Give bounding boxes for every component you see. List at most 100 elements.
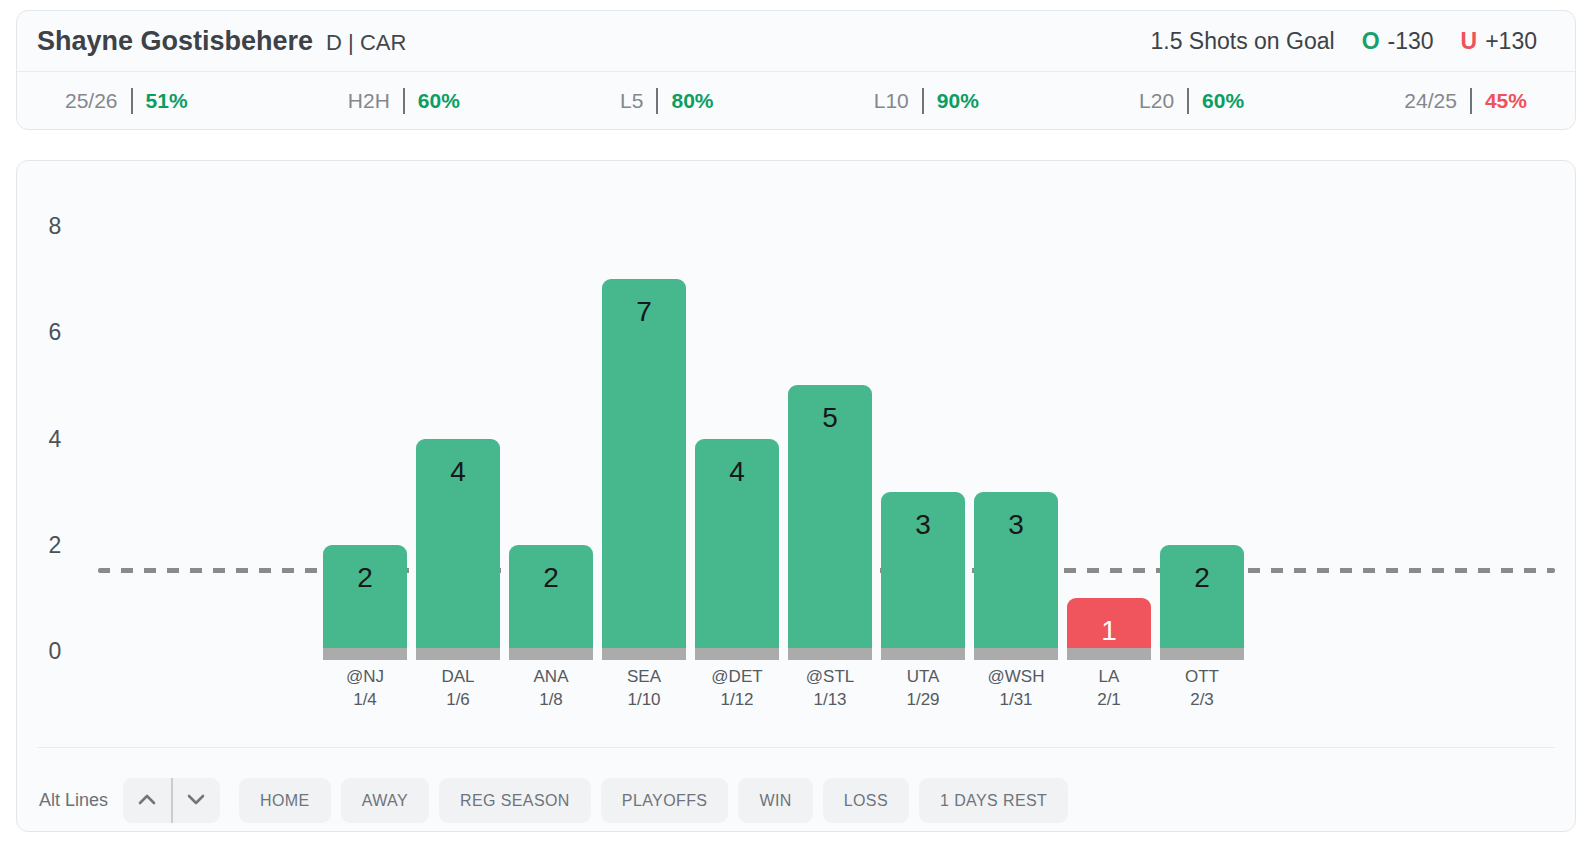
alt-lines-stepper bbox=[123, 778, 220, 823]
stat-divider bbox=[131, 88, 133, 114]
chart-bar-UTA[interactable]: 3 bbox=[881, 492, 965, 660]
stat-divider bbox=[403, 88, 405, 114]
chevron-down-icon bbox=[187, 793, 205, 808]
bar-base-strip bbox=[602, 648, 686, 660]
chart-bar-@DET[interactable]: 4 bbox=[695, 439, 779, 661]
player-name: Shayne Gostisbehere bbox=[37, 26, 313, 57]
stat-L10: L10 90% bbox=[874, 88, 979, 114]
chart-bar-OTT[interactable]: 2 bbox=[1160, 545, 1244, 660]
player-header-card: Shayne Gostisbehere D | CAR 1.5 Shots on… bbox=[16, 10, 1576, 130]
chart-bar-ANA[interactable]: 2 bbox=[509, 545, 593, 660]
player-identity: Shayne Gostisbehere D | CAR bbox=[37, 26, 406, 57]
filter-buttons: HOMEAWAYREG SEASONPLAYOFFSWINLOSS1 DAYS … bbox=[239, 778, 1078, 823]
page: Shayne Gostisbehere D | CAR 1.5 Shots on… bbox=[0, 0, 1592, 842]
bar-base-strip bbox=[509, 648, 593, 660]
stat-divider bbox=[922, 88, 924, 114]
y-axis-tick: 6 bbox=[38, 319, 72, 346]
bar-base-strip bbox=[1067, 648, 1151, 660]
bar-value-label: 5 bbox=[788, 385, 872, 434]
chart-plot-area: 024682@NJ1/44DAL1/62ANA1/87SEA1/104@DET1… bbox=[96, 226, 1539, 651]
stat-value: 60% bbox=[418, 89, 460, 113]
stat-value: 51% bbox=[146, 89, 188, 113]
stat-value: 60% bbox=[1202, 89, 1244, 113]
bar-value-label: 2 bbox=[509, 545, 593, 594]
stat-divider bbox=[1470, 88, 1472, 114]
stat-value: 45% bbox=[1485, 89, 1527, 113]
alt-line-up-button[interactable] bbox=[123, 778, 171, 823]
bar-fill: 3 bbox=[881, 492, 965, 648]
filter-button-win[interactable]: WIN bbox=[738, 778, 812, 823]
bar-fill: 5 bbox=[788, 385, 872, 648]
stat-label: L10 bbox=[874, 89, 909, 113]
prop-line-label: 1.5 Shots on Goal bbox=[1151, 28, 1335, 55]
hit-rate-stats-row: 25/2651%H2H60%L580%L1090%L2060%24/2545% bbox=[17, 72, 1575, 129]
stat-divider bbox=[656, 88, 658, 114]
bar-value-label: 7 bbox=[602, 279, 686, 328]
stat-label: L5 bbox=[620, 89, 643, 113]
chart-bar-@STL[interactable]: 5 bbox=[788, 385, 872, 660]
alt-line-down-button[interactable] bbox=[173, 778, 221, 823]
filter-button-reg-season[interactable]: REG SEASON bbox=[439, 778, 591, 823]
stat-value: 90% bbox=[937, 89, 979, 113]
chart-card: 024682@NJ1/44DAL1/62ANA1/87SEA1/104@DET1… bbox=[16, 160, 1576, 832]
bar-value-label: 3 bbox=[974, 492, 1058, 541]
chart-bar-LA[interactable]: 1 bbox=[1067, 598, 1151, 660]
chart-bar-@NJ[interactable]: 2 bbox=[323, 545, 407, 660]
stat-label: 24/25 bbox=[1404, 89, 1457, 113]
stat-24/25: 24/25 45% bbox=[1404, 88, 1527, 114]
y-axis-tick: 4 bbox=[38, 425, 72, 452]
bar-fill: 4 bbox=[416, 439, 500, 649]
chart-bar-SEA[interactable]: 7 bbox=[602, 279, 686, 660]
bar-base-strip bbox=[788, 648, 872, 660]
under-odds-value: +130 bbox=[1485, 28, 1537, 55]
over-odds: O -130 bbox=[1362, 28, 1434, 55]
filter-button-loss[interactable]: LOSS bbox=[823, 778, 909, 823]
under-odds: U +130 bbox=[1461, 28, 1537, 55]
bar-fill: 2 bbox=[1160, 545, 1244, 648]
stat-divider bbox=[1187, 88, 1189, 114]
stat-L5: L5 80% bbox=[620, 88, 713, 114]
bar-base-strip bbox=[974, 648, 1058, 660]
bar-value-label: 4 bbox=[695, 439, 779, 488]
game-date-label: 2/3 bbox=[1142, 688, 1262, 711]
stat-value: 80% bbox=[671, 89, 713, 113]
bar-base-strip bbox=[695, 648, 779, 660]
title-row: Shayne Gostisbehere D | CAR 1.5 Shots on… bbox=[17, 11, 1575, 72]
chart-bar-DAL[interactable]: 4 bbox=[416, 439, 500, 661]
stat-25/26: 25/26 51% bbox=[65, 88, 188, 114]
bar-fill: 3 bbox=[974, 492, 1058, 648]
bar-fill: 2 bbox=[509, 545, 593, 648]
alt-lines-label: Alt Lines bbox=[37, 790, 108, 811]
over-letter: O bbox=[1362, 28, 1380, 55]
bar-fill: 1 bbox=[1067, 598, 1151, 648]
bar-value-label: 4 bbox=[416, 439, 500, 488]
bar-value-label: 2 bbox=[323, 545, 407, 594]
player-position-team: D | CAR bbox=[326, 30, 406, 56]
y-axis-tick: 2 bbox=[38, 531, 72, 558]
x-axis-label: OTT2/3 bbox=[1142, 665, 1262, 711]
stat-label: 25/26 bbox=[65, 89, 118, 113]
opponent-label: OTT bbox=[1142, 665, 1262, 688]
under-letter: U bbox=[1461, 28, 1478, 55]
stat-label: H2H bbox=[348, 89, 390, 113]
bar-base-strip bbox=[881, 648, 965, 660]
bar-fill: 4 bbox=[695, 439, 779, 649]
filter-button-1-days-rest[interactable]: 1 DAYS REST bbox=[919, 778, 1068, 823]
y-axis-tick: 8 bbox=[38, 213, 72, 240]
filter-button-home[interactable]: HOME bbox=[239, 778, 331, 823]
prop-odds-group: 1.5 Shots on Goal O -130 U +130 bbox=[1151, 28, 1538, 55]
y-axis-tick: 0 bbox=[38, 638, 72, 665]
chevron-up-icon bbox=[138, 793, 156, 808]
chart-controls: Alt Lines HOMEAWAYREG SEASONPLAYOFFSWINL… bbox=[37, 778, 1555, 823]
chart-bar-@WSH[interactable]: 3 bbox=[974, 492, 1058, 660]
filter-button-away[interactable]: AWAY bbox=[341, 778, 429, 823]
bar-value-label: 3 bbox=[881, 492, 965, 541]
bar-value-label: 2 bbox=[1160, 545, 1244, 594]
stat-H2H: H2H 60% bbox=[348, 88, 460, 114]
bar-base-strip bbox=[1160, 648, 1244, 660]
bar-fill: 7 bbox=[602, 279, 686, 648]
over-odds-value: -130 bbox=[1388, 28, 1434, 55]
filter-button-playoffs[interactable]: PLAYOFFS bbox=[601, 778, 729, 823]
chart-footer-divider bbox=[37, 747, 1555, 748]
bar-base-strip bbox=[416, 648, 500, 660]
